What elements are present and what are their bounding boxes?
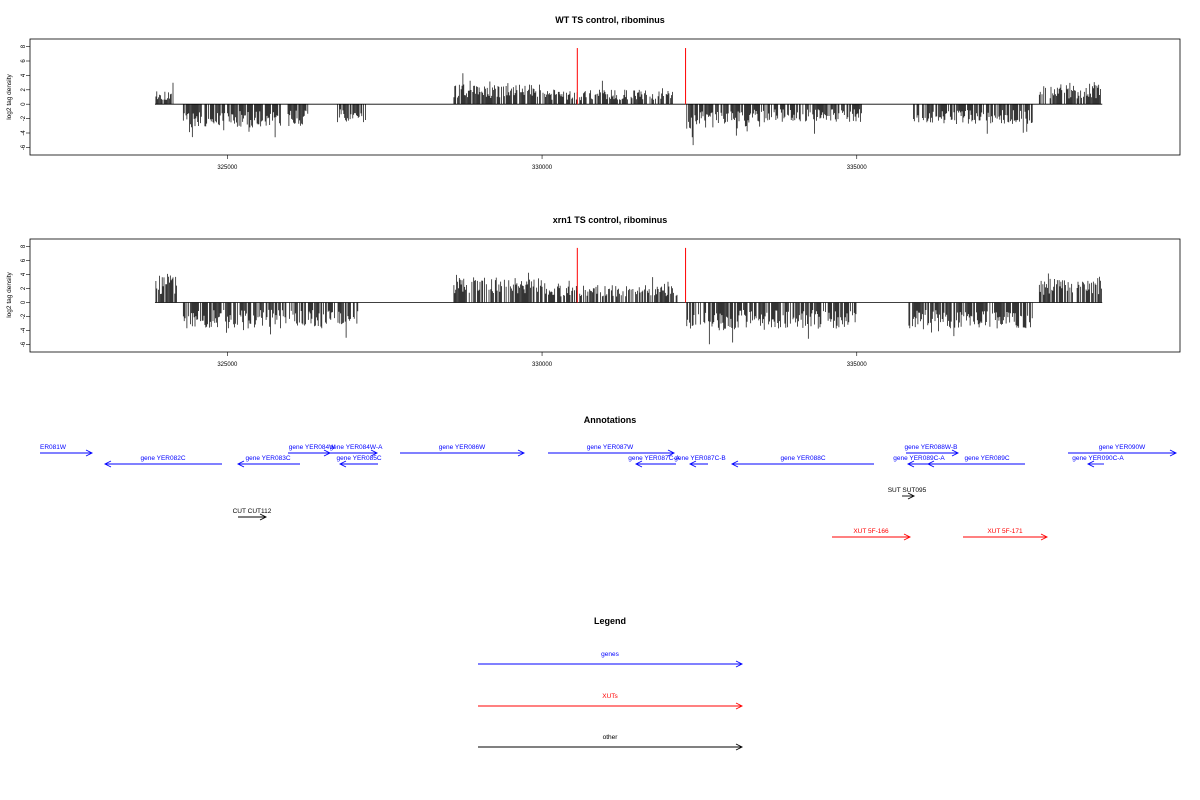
legend-arrowhead bbox=[735, 743, 744, 751]
legend-entries: genes XUTs other bbox=[478, 651, 744, 751]
xrn1-y-axis-label: log2 tag density bbox=[6, 271, 13, 317]
wt-x-tick-label: 335000 bbox=[847, 165, 868, 171]
wt-y-tick-label: -2 bbox=[21, 115, 27, 121]
annotation-arrowhead bbox=[926, 460, 935, 468]
annotation-label: gene YER087C-A bbox=[628, 455, 680, 462]
wt-y-tick-label: -4 bbox=[21, 130, 27, 136]
legend: Legend genes XUTs other bbox=[478, 616, 744, 751]
annotation-arrowhead bbox=[1086, 460, 1095, 468]
xrn1-y-tick-label: 2 bbox=[21, 286, 27, 290]
annotation-label: gene YER090C-A bbox=[1072, 455, 1124, 462]
annotation-label: gene YER089C bbox=[964, 455, 1009, 462]
annotation-arrowhead bbox=[688, 460, 697, 468]
legend-label: other bbox=[603, 734, 619, 741]
annotation-features: ER081W gene YER082C gene YER083C gene YER08… bbox=[40, 444, 1178, 541]
legend-arrowhead bbox=[735, 660, 744, 668]
xrn1-y-tick-label: 8 bbox=[21, 244, 27, 248]
wt-x-tick-label: 325000 bbox=[217, 165, 238, 171]
wt-y-tick-label: 2 bbox=[21, 87, 27, 91]
annotation-arrowhead bbox=[903, 533, 912, 541]
annotation-arrowhead bbox=[667, 449, 676, 457]
legend-label: genes bbox=[601, 651, 619, 658]
xrn1-bars bbox=[154, 272, 1103, 345]
xrn1-y-tick-label: -4 bbox=[21, 327, 27, 333]
annotations-title: Annotations bbox=[584, 415, 637, 425]
legend-title: Legend bbox=[594, 616, 626, 626]
wt-panel-title: WT TS control, ribominus bbox=[555, 15, 665, 25]
xrn1-x-ticks: 325000 330000 335000 bbox=[217, 352, 867, 368]
annotation-label: gene YER090W bbox=[1099, 444, 1146, 451]
xrn1-y-tick-label: 0 bbox=[21, 300, 27, 304]
xrn1-y-tick-label: -2 bbox=[21, 313, 27, 319]
annotation-arrowhead bbox=[370, 449, 379, 457]
wt-x-tick-label: 330000 bbox=[532, 165, 553, 171]
annotation-label: CUT CUT112 bbox=[233, 508, 272, 515]
annotation-label: XUT 5F-171 bbox=[987, 528, 1023, 535]
wt-plot-frame bbox=[29, 38, 1181, 156]
annotation-arrowhead bbox=[259, 513, 268, 521]
annotation-arrowhead bbox=[906, 460, 915, 468]
xrn1-x-tick-label: 325000 bbox=[217, 362, 238, 368]
legend-arrowhead bbox=[735, 702, 744, 710]
annotation-label: gene YER085C bbox=[336, 455, 381, 462]
annotation-label: XUT 5F-166 bbox=[853, 528, 889, 535]
annotation-label: gene YER086W bbox=[439, 444, 486, 451]
annotation-arrowhead bbox=[730, 460, 739, 468]
wt-y-tick-label: 0 bbox=[21, 102, 27, 106]
annotation-label: gene YER084W-A bbox=[330, 444, 384, 451]
wt-y-tick-label: 4 bbox=[21, 73, 27, 77]
annotation-label: gene YER087C-B bbox=[674, 455, 726, 462]
legend-label: XUTs bbox=[602, 693, 618, 700]
xrn1-y-tick-label: 4 bbox=[21, 272, 27, 276]
annotation-label: gene YER084W bbox=[289, 444, 336, 451]
annotation-label: gene YER089C-A bbox=[893, 455, 945, 462]
annotation-arrowhead bbox=[517, 449, 526, 457]
wt-markers bbox=[576, 48, 687, 105]
annotation-label: gene YER087W bbox=[587, 444, 634, 451]
xrn1-markers bbox=[576, 247, 687, 303]
wt-density-bars bbox=[155, 73, 1101, 146]
xrn1-panel: xrn1 TS control, ribominus log2 tag dens… bbox=[6, 215, 1181, 368]
wt-bars bbox=[154, 73, 1103, 146]
annotation-label: gene YER088C bbox=[780, 455, 825, 462]
wt-y-tick-label: 6 bbox=[21, 59, 27, 63]
annotation-arrowhead bbox=[907, 492, 916, 500]
xrn1-x-tick-label: 330000 bbox=[532, 362, 553, 368]
annotation-arrowhead bbox=[338, 460, 347, 468]
xrn1-y-ticks: 8 6 4 2 0 -2 -4 -6 bbox=[21, 244, 30, 347]
xrn1-plot-frame bbox=[29, 238, 1181, 353]
annotation-label: gene YER083C bbox=[245, 455, 290, 462]
annotation-label: ER081W bbox=[40, 444, 67, 451]
annotation-arrowhead bbox=[1169, 449, 1178, 457]
annotation-arrowhead bbox=[951, 449, 960, 457]
wt-x-ticks: 325000 330000 335000 bbox=[217, 155, 867, 171]
annotation-arrowhead bbox=[236, 460, 245, 468]
annotation-arrowhead bbox=[85, 449, 94, 457]
annotations-track: Annotations ER081W gene YER082C gene YER08… bbox=[40, 415, 1178, 541]
xrn1-panel-title: xrn1 TS control, ribominus bbox=[553, 215, 668, 225]
wt-y-axis-label: log2 tag density bbox=[6, 73, 13, 119]
annotation-label: gene YER088W-B bbox=[905, 444, 958, 451]
xrn1-y-tick-label: 6 bbox=[21, 258, 27, 262]
wt-y-ticks: 8 6 4 2 0 -2 -4 -6 bbox=[21, 44, 30, 150]
xrn1-x-tick-label: 335000 bbox=[847, 362, 868, 368]
annotation-arrowhead bbox=[103, 460, 112, 468]
annotation-label: SUT SUT095 bbox=[888, 487, 927, 494]
annotation-arrowhead bbox=[634, 460, 643, 468]
xrn1-density-bars bbox=[155, 272, 1102, 345]
annotation-label: gene YER082C bbox=[140, 455, 185, 462]
annotation-arrowhead bbox=[1040, 533, 1049, 541]
wt-y-tick-label: 8 bbox=[21, 44, 27, 48]
xrn1-y-tick-label: -6 bbox=[21, 341, 27, 347]
wt-y-tick-label: -6 bbox=[21, 144, 27, 150]
wt-panel: WT TS control, ribominus log2 tag densit… bbox=[6, 15, 1181, 171]
